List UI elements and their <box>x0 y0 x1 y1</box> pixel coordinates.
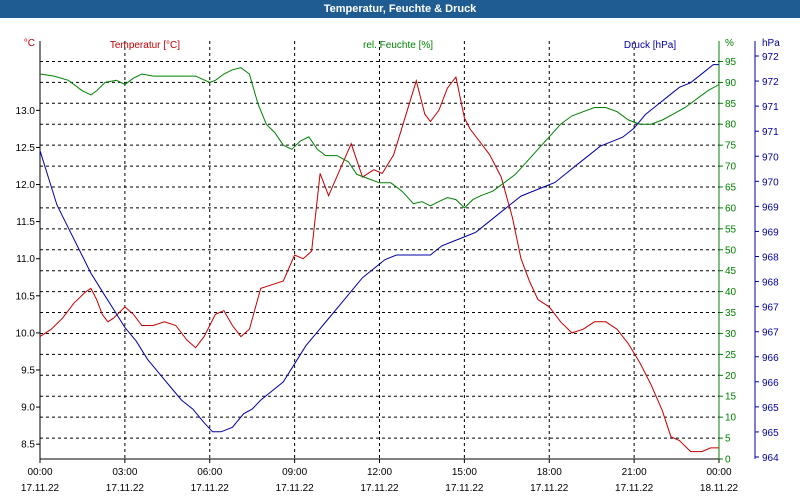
pressure-tick-label: 964 <box>762 453 779 464</box>
pressure-tick-label: 968 <box>762 278 779 289</box>
humidity-tick-label: 10 <box>725 413 737 424</box>
temperature-tick-label: 10.0 <box>16 328 36 339</box>
humidity-tick-label: 70 <box>725 162 737 173</box>
pressure-tick-label: 967 <box>762 328 779 339</box>
x-tick-label-date: 17.11.22 <box>276 483 315 494</box>
humidity-legend-label: rel. Feuchte [%] <box>363 40 433 51</box>
x-tick-label-time: 15:00 <box>452 467 477 478</box>
pressure-tick-label: 968 <box>762 253 779 264</box>
temperature-tick-label: 9.5 <box>21 365 35 376</box>
chart-area: 00:00 17.11.22 03:00 17.11.22 06:00 17.11.22 0… <box>16 38 781 494</box>
x-tick-label-date: 17.11.22 <box>106 483 145 494</box>
temperature-tick-label: 12.0 <box>16 180 36 191</box>
chart-title: Temperatur, Feuchte & Druck <box>0 0 800 18</box>
humidity-tick-label: 55 <box>725 224 737 235</box>
pressure-tick-label: 965 <box>762 428 779 439</box>
pressure-tick-label: 965 <box>762 403 779 414</box>
x-tick-label-time: 18:00 <box>537 467 562 478</box>
humidity-tick-label: 65 <box>725 183 737 194</box>
humidity-tick-label: 75 <box>725 141 737 152</box>
humidity-tick-label: 30 <box>725 329 737 340</box>
pressure-tick-label: 972 <box>762 77 779 88</box>
x-tick-label-date: 17.11.22 <box>21 483 60 494</box>
temperature-tick-label: 12.5 <box>16 143 36 154</box>
pressure-series-line <box>39 64 719 433</box>
temperature-tick-label: 11.5 <box>16 217 35 228</box>
x-tick-label-time: 12:00 <box>367 467 392 478</box>
x-tick-label-date: 18.11.22 <box>700 483 739 494</box>
temperature-tick-label: 10.5 <box>16 291 36 302</box>
x-tick-label-time: 00:00 <box>706 467 731 478</box>
x-tick-label-date: 17.11.22 <box>191 483 230 494</box>
x-tick-label-time: 03:00 <box>112 467 137 478</box>
pressure-tick-label: 966 <box>762 378 779 389</box>
pressure-tick-label: 971 <box>762 127 779 138</box>
pressure-tick-label: 967 <box>762 303 779 314</box>
pressure-tick-label: 972 <box>762 52 779 63</box>
humidity-tick-label: 15 <box>725 392 737 403</box>
temperature-tick-label: 13.0 <box>16 106 36 117</box>
pressure-tick-label: 970 <box>762 152 779 163</box>
pressure-tick-label: 969 <box>762 227 779 238</box>
humidity-tick-label: 20 <box>725 371 737 382</box>
humidity-tick-label: 95 <box>725 57 737 68</box>
humidity-tick-label: 0 <box>725 455 731 466</box>
x-tick-label-time: 21:00 <box>622 467 647 478</box>
humidity-tick-label: 40 <box>725 287 737 298</box>
humidity-series-line <box>39 67 720 209</box>
pressure-tick-label: 969 <box>762 202 779 213</box>
x-tick-label-date: 17.11.22 <box>445 483 484 494</box>
humidity-tick-label: 85 <box>725 99 737 110</box>
x-tick-label-time: 00:00 <box>27 467 52 478</box>
temperature-tick-label: 8.5 <box>21 440 35 451</box>
x-tick-label-time: 06:00 <box>197 467 222 478</box>
x-tick-label-date: 17.11.22 <box>530 483 569 494</box>
temperature-legend-label: Temperatur [°C] <box>110 40 180 51</box>
x-tick-label-date: 17.11.22 <box>615 483 654 494</box>
pressure-tick-label: 970 <box>762 177 779 188</box>
temperature-unit-label: °C <box>24 38 35 49</box>
temperature-tick-label: 9.0 <box>21 403 35 414</box>
pressure-unit-label: hPa <box>762 38 780 49</box>
x-tick-label-date: 17.11.22 <box>360 483 399 494</box>
humidity-tick-label: 35 <box>725 308 737 319</box>
humidity-tick-label: 45 <box>725 266 737 277</box>
humidity-tick-label: 5 <box>725 434 731 445</box>
x-tick-label-time: 09:00 <box>282 467 307 478</box>
temperature-tick-label: 11.0 <box>16 254 35 265</box>
humidity-tick-label: 60 <box>725 203 737 214</box>
pressure-legend-label: Druck [hPa] <box>624 40 676 51</box>
humidity-unit-label: % <box>725 38 734 49</box>
humidity-tick-label: 90 <box>725 78 737 89</box>
pressure-tick-label: 966 <box>762 353 779 364</box>
humidity-tick-label: 80 <box>725 120 737 131</box>
humidity-tick-label: 25 <box>725 350 737 361</box>
temperature-series-line <box>39 75 719 453</box>
pressure-tick-label: 971 <box>762 102 779 113</box>
humidity-tick-label: 50 <box>725 245 737 256</box>
